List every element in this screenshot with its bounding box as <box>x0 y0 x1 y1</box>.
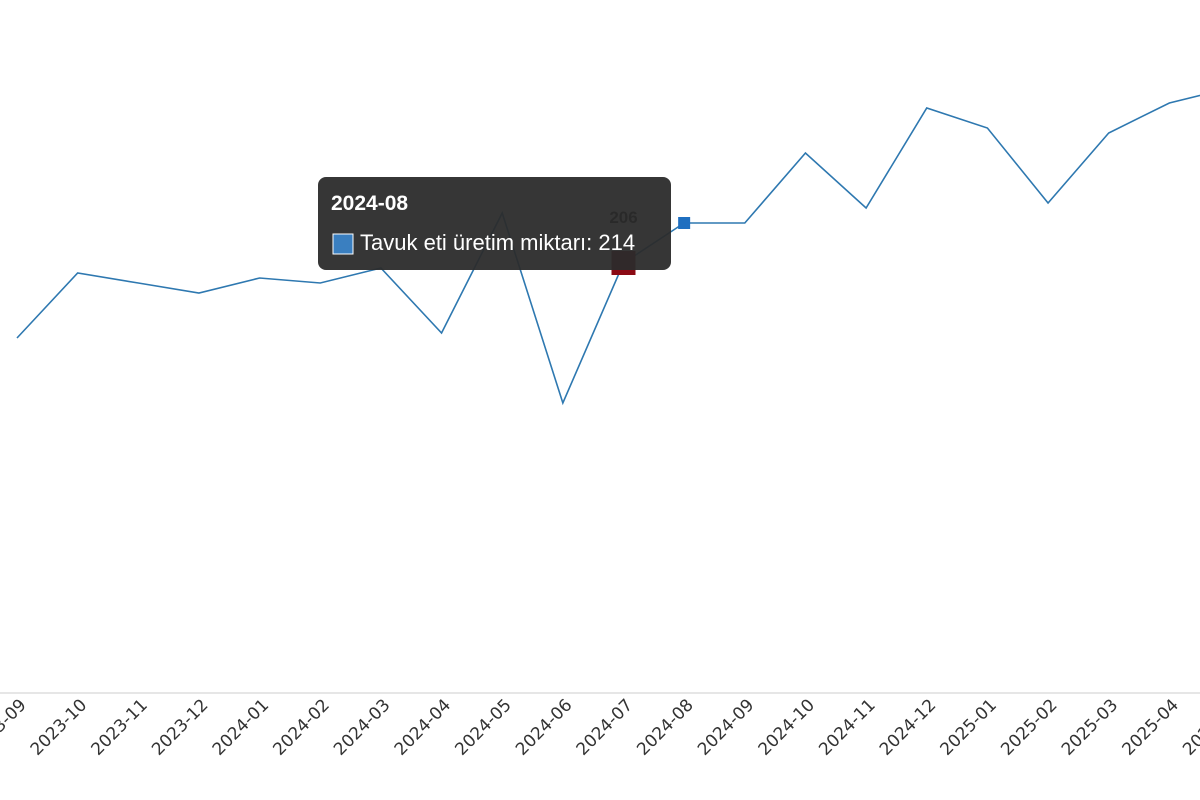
x-tick-label: 2024-05 <box>451 695 515 759</box>
x-tick-label: 2023-11 <box>87 695 151 759</box>
x-tick-label: 2024-02 <box>269 695 333 759</box>
x-tick-label: 2024-10 <box>755 695 819 759</box>
x-tick-label: 2024-04 <box>391 695 455 759</box>
x-tick-label: 2023-12 <box>148 695 212 759</box>
x-tick-label: 2024-06 <box>512 695 576 759</box>
x-tick-label: 2024-03 <box>330 695 394 759</box>
tooltip: 2024-08 Tavuk eti üretim miktarı: 214 <box>318 177 671 270</box>
x-tick-label: 2023-10 <box>27 695 91 759</box>
x-tick-label: 2025-03 <box>1058 695 1122 759</box>
x-tick-label: 2025-04 <box>1119 695 1183 759</box>
x-tick-label: 2024-09 <box>694 695 758 759</box>
x-tick-label: 2024-07 <box>573 695 637 759</box>
x-tick-label: 2025-01 <box>937 695 1001 759</box>
tooltip-title: 2024-08 <box>331 192 408 215</box>
tooltip-box <box>318 177 671 270</box>
tooltip-swatch <box>332 233 354 255</box>
x-tick-label: 2024-12 <box>876 695 940 759</box>
tooltip-label: Tavuk eti üretim miktarı: 214 <box>360 230 635 255</box>
x-tick-label: 2024-08 <box>633 695 697 759</box>
x-tick-label: 2024-01 <box>209 695 273 759</box>
x-tick-label: 2024-11 <box>815 695 879 759</box>
x-tick-label: 2025-05 <box>1179 695 1200 759</box>
hover-marker <box>678 217 691 229</box>
x-tick-label: 2023-09 <box>0 695 31 759</box>
x-tick-label: 2025-02 <box>997 695 1061 759</box>
